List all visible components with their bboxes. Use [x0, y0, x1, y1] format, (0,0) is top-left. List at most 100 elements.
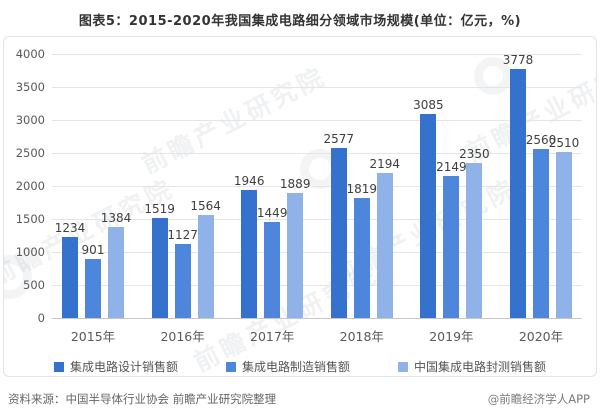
gridline — [52, 285, 582, 286]
bar-value-label: 3778 — [502, 52, 534, 67]
bar-value-label: 2194 — [369, 157, 401, 172]
y-axis-tick-label: 0 — [37, 311, 45, 325]
y-axis-tick-label: 1500 — [15, 212, 45, 226]
bar-wrap: 2149 — [436, 160, 467, 318]
x-axis-line — [52, 318, 582, 319]
bar-value-label: 1564 — [190, 198, 221, 213]
bar — [555, 152, 572, 318]
x-axis-category-label: 2020年 — [518, 329, 564, 344]
y-axis-tick-label: 500 — [23, 278, 45, 292]
legend-swatch-icon — [225, 361, 236, 372]
legend-item: 集成电路设计销售额 — [53, 358, 178, 375]
bar-group: 2577 1819 2194 2018年 — [324, 54, 401, 344]
bar-value-label: 2149 — [436, 160, 467, 175]
bar — [443, 176, 460, 318]
gridline — [52, 120, 582, 121]
x-axis-category-label: 2019年 — [429, 329, 474, 344]
gridline — [52, 219, 582, 220]
bar-value-label: 1384 — [100, 210, 132, 225]
bar — [174, 243, 191, 318]
bar-value-label: 3085 — [413, 98, 444, 113]
x-axis-category-label: 2017年 — [250, 329, 295, 344]
bar-value-label: 1889 — [279, 177, 311, 192]
bar — [353, 197, 370, 318]
bar-wrap: 1234 — [55, 221, 85, 318]
bar-cluster: 1946 1449 1889 — [234, 54, 310, 318]
bar-group: 3085 2149 2350 2019年 — [413, 54, 490, 344]
y-axis-tick-label: 3500 — [15, 80, 45, 94]
bar-wrap: 3778 — [503, 53, 533, 318]
bar-value-label: 1449 — [256, 206, 288, 221]
bar-value-label: 2350 — [459, 146, 490, 161]
legend: 集成电路设计销售额 集成电路制造销售额 中国集成电路封测销售额 — [4, 358, 596, 375]
chart-title: 图表5：2015-2020年我国集成电路细分领域市场规模(单位：亿元，%) — [78, 14, 522, 29]
legend-label: 中国集成电路封测销售额 — [414, 360, 547, 374]
bar — [197, 214, 214, 318]
bar-value-label: 901 — [81, 242, 105, 257]
x-axis-category-label: 2016年 — [160, 329, 205, 344]
bar-wrap: 1946 — [234, 174, 264, 318]
bar-wrap: 2560 — [526, 133, 556, 318]
legend-label: 集成电路制造销售额 — [241, 360, 350, 374]
bar-value-label: 1234 — [54, 220, 86, 235]
bar-value-label: 2560 — [525, 133, 557, 148]
bar — [330, 147, 347, 318]
bar — [376, 173, 393, 318]
gridline — [52, 87, 582, 88]
bar — [241, 189, 258, 318]
bar-wrap: 2350 — [459, 147, 490, 318]
bar — [466, 162, 483, 318]
bar — [287, 193, 304, 318]
y-axis-tick-label: 3000 — [15, 113, 45, 127]
x-axis-category-label: 2015年 — [70, 329, 116, 344]
legend-item: 集成电路制造销售额 — [225, 358, 350, 375]
bar-group: 1519 1127 1564 2016年 — [144, 54, 221, 344]
plot-area: 1234 901 1384 2015年 1519 1127 1564 2016年 1946 144… — [52, 53, 582, 344]
bar-group: 1946 1449 1889 2017年 — [234, 54, 311, 344]
bar-cluster: 3085 2149 2350 — [413, 54, 490, 318]
bar-wrap: 3085 — [413, 98, 444, 318]
bar-value-label: 1127 — [167, 227, 198, 242]
legend-swatch-icon — [53, 361, 64, 372]
bar-group: 1234 901 1384 2015年 — [55, 54, 132, 344]
bar-wrap: 1889 — [280, 177, 310, 318]
bar — [532, 149, 549, 318]
y-axis-tick-label: 2500 — [15, 146, 45, 160]
legend-item: 中国集成电路封测销售额 — [398, 358, 546, 375]
bar-wrap: 1819 — [347, 182, 377, 318]
bar-value-label: 1946 — [233, 173, 265, 188]
bar — [108, 226, 124, 318]
bar — [509, 68, 526, 318]
bar-wrap: 2577 — [324, 132, 354, 318]
bar-wrap: 1384 — [101, 211, 131, 318]
gridline — [52, 54, 582, 55]
bar-value-label: 2577 — [323, 131, 355, 146]
gridline — [52, 252, 582, 253]
bar-wrap: 2194 — [370, 157, 400, 318]
bar-group: 3778 2560 2510 2020年 — [503, 53, 580, 344]
y-axis: 0 500 1000 1500 2000 2500 3000 3500 4000 — [12, 47, 52, 325]
gridline — [52, 186, 582, 187]
y-axis-tick-label: 1000 — [15, 245, 45, 259]
bar-wrap: 1449 — [257, 206, 287, 318]
y-axis-tick-label: 2000 — [15, 179, 45, 193]
bar-value-label: 2510 — [548, 136, 580, 151]
bar-value-label: 1819 — [346, 181, 378, 196]
bar-cluster: 2577 1819 2194 — [324, 54, 400, 318]
source-note: 资料来源：中国半导体行业协会 前瞻产业研究院整理 — [8, 392, 277, 406]
bar — [264, 222, 281, 318]
bar-wrap: 1519 — [144, 202, 175, 318]
bar — [420, 114, 437, 318]
chart-panel: 前瞻产业研究院 前瞻产业研究院 前瞻产业研究院 前瞻产业研究院 前瞻产业研究院 … — [3, 36, 597, 377]
footer: 资料来源：中国半导体行业协会 前瞻产业研究院整理 @前瞻经济学人APP — [8, 391, 590, 407]
credit-note: @前瞻经济学人APP — [487, 392, 590, 406]
bar — [62, 236, 78, 318]
bar-value-label: 1519 — [144, 201, 175, 216]
bar-wrap: 1127 — [167, 228, 198, 318]
bar-cluster: 1519 1127 1564 — [144, 54, 221, 318]
bar-wrap: 1564 — [190, 199, 221, 318]
x-axis-category-label: 2018年 — [339, 329, 384, 344]
bar-wrap: 901 — [82, 243, 104, 318]
bar-wrap: 2510 — [549, 136, 579, 318]
